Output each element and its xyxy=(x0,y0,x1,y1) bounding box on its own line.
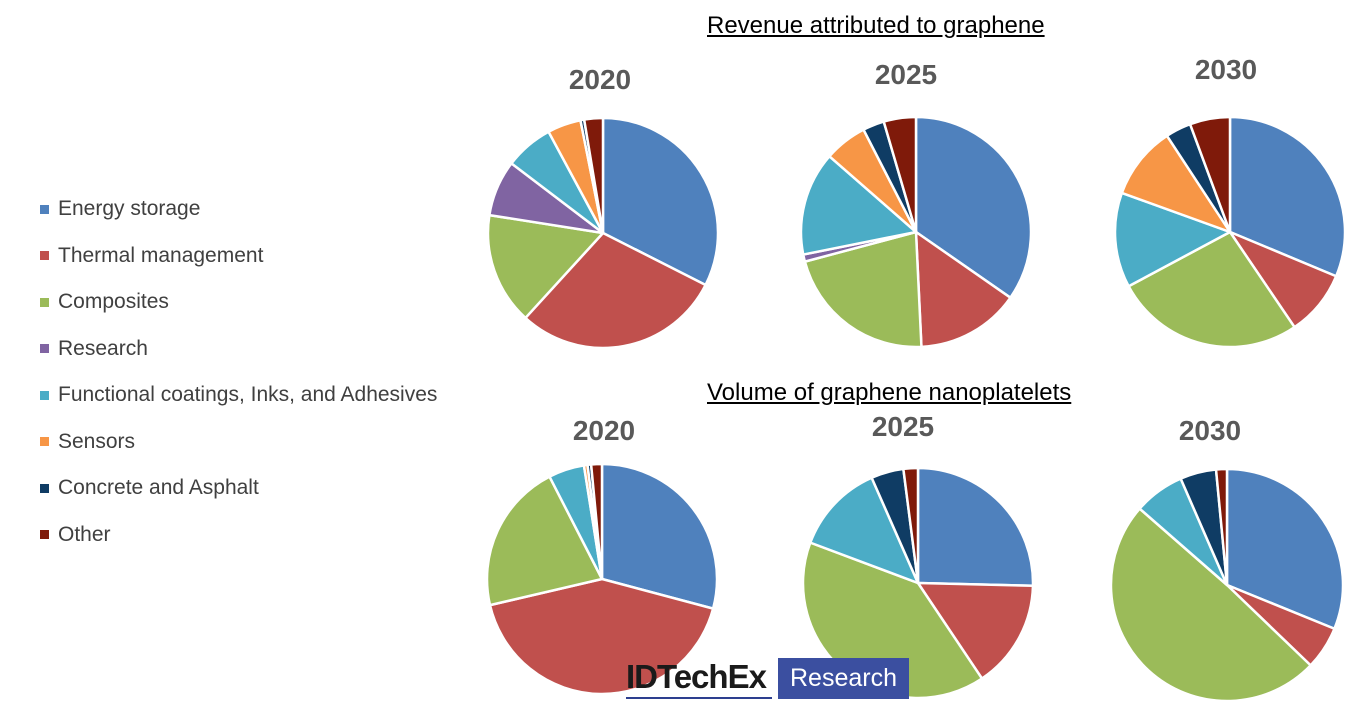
logo-name: IDTechEx xyxy=(626,658,767,695)
pie-slice-energy-storage xyxy=(916,466,1035,587)
year-label-volume-2025: 2025 xyxy=(871,411,935,442)
pie-slice-functional-coatings-inks-and-adhesives xyxy=(799,155,918,256)
legend-item-research: Research xyxy=(40,326,437,373)
legend-item-composites: Composites xyxy=(40,279,437,326)
pie-slice-thermal-management xyxy=(916,581,1035,680)
pie-slice-composites xyxy=(485,475,604,607)
legend-swatch xyxy=(40,390,49,400)
pie-revenue-attributed-to-graphene-2025 xyxy=(799,115,1033,349)
legend-label: Sensors xyxy=(58,429,136,453)
pie-revenue-attributed-to-graphene-2020 xyxy=(486,116,720,350)
legend-swatch xyxy=(40,297,49,307)
revenue-section-title: Revenue attributed to graphene xyxy=(707,12,1045,39)
legend-item-sensors: Sensors xyxy=(40,419,437,466)
legend-swatch xyxy=(40,204,49,214)
pie-slice-thermal-management xyxy=(914,230,1012,349)
pie-slice-energy-storage xyxy=(1228,115,1347,278)
legend-item-energy-storage: Energy storage xyxy=(40,186,437,233)
legend-label: Other xyxy=(58,522,111,546)
legend-swatch xyxy=(40,344,49,354)
legend-label: Research xyxy=(58,336,148,360)
legend-item-thermal-management: Thermal management xyxy=(40,233,437,280)
pie-slice-other xyxy=(582,116,605,235)
pie-slice-functional-coatings-inks-and-adhesives xyxy=(809,476,920,585)
legend-label: Functional coatings, Inks, and Adhesives xyxy=(58,383,438,407)
pie-slice-functional-coatings-inks-and-adhesives xyxy=(1113,191,1232,288)
pie-slice-other xyxy=(1214,467,1229,587)
year-label-revenue-2025: 2025 xyxy=(874,59,938,90)
legend-item-functional-coatings: Functional coatings, Inks, and Adhesives xyxy=(40,372,437,419)
pie-slice-energy-storage xyxy=(914,115,1033,299)
pie-slice-composites xyxy=(1127,230,1296,349)
legend-swatch xyxy=(40,251,49,261)
pie-slice-energy-storage xyxy=(1225,467,1345,631)
legend-label: Energy storage xyxy=(58,197,201,221)
pie-slice-other xyxy=(589,462,604,581)
pie-revenue-attributed-to-graphene-2030 xyxy=(1113,115,1347,349)
pie-slice-other xyxy=(902,466,920,585)
pie-slice-composites xyxy=(1109,507,1312,703)
legend-item-concrete-asphalt: Concrete and Asphalt xyxy=(40,465,437,512)
logo-research-box: Research xyxy=(778,658,909,699)
legend-swatch xyxy=(40,437,49,447)
pie-slice-composites xyxy=(803,230,923,349)
pie-slice-thermal-management xyxy=(488,577,715,696)
legend-label: Thermal management xyxy=(58,243,264,267)
legend-label: Composites xyxy=(58,290,169,314)
pie-volume-of-graphene-nanoplatelets-2030 xyxy=(1109,467,1345,703)
pie-volume-of-graphene-nanoplatelets-2020 xyxy=(485,462,719,696)
pie-slice-sensors xyxy=(1120,134,1232,234)
year-label-volume-2030: 2030 xyxy=(1178,415,1242,446)
pie-slice-energy-storage xyxy=(600,462,719,610)
year-label-volume-2020: 2020 xyxy=(572,415,636,446)
logo-underline xyxy=(626,697,772,699)
pie-slice-thermal-management xyxy=(524,231,707,350)
legend: Energy storage Thermal management Compos… xyxy=(40,186,437,558)
pie-slice-other xyxy=(1188,115,1232,234)
pie-slice-other xyxy=(882,115,918,234)
legend-label: Concrete and Asphalt xyxy=(58,476,259,500)
legend-item-other: Other xyxy=(40,512,437,559)
volume-section-title: Volume of graphene nanoplatelets xyxy=(707,379,1072,406)
legend-swatch xyxy=(40,483,49,493)
year-label-revenue-2020: 2020 xyxy=(568,64,632,95)
year-label-revenue-2030: 2030 xyxy=(1194,54,1258,85)
pie-slice-energy-storage xyxy=(601,116,720,287)
pie-slice-composites xyxy=(486,213,605,320)
legend-swatch xyxy=(40,530,49,540)
